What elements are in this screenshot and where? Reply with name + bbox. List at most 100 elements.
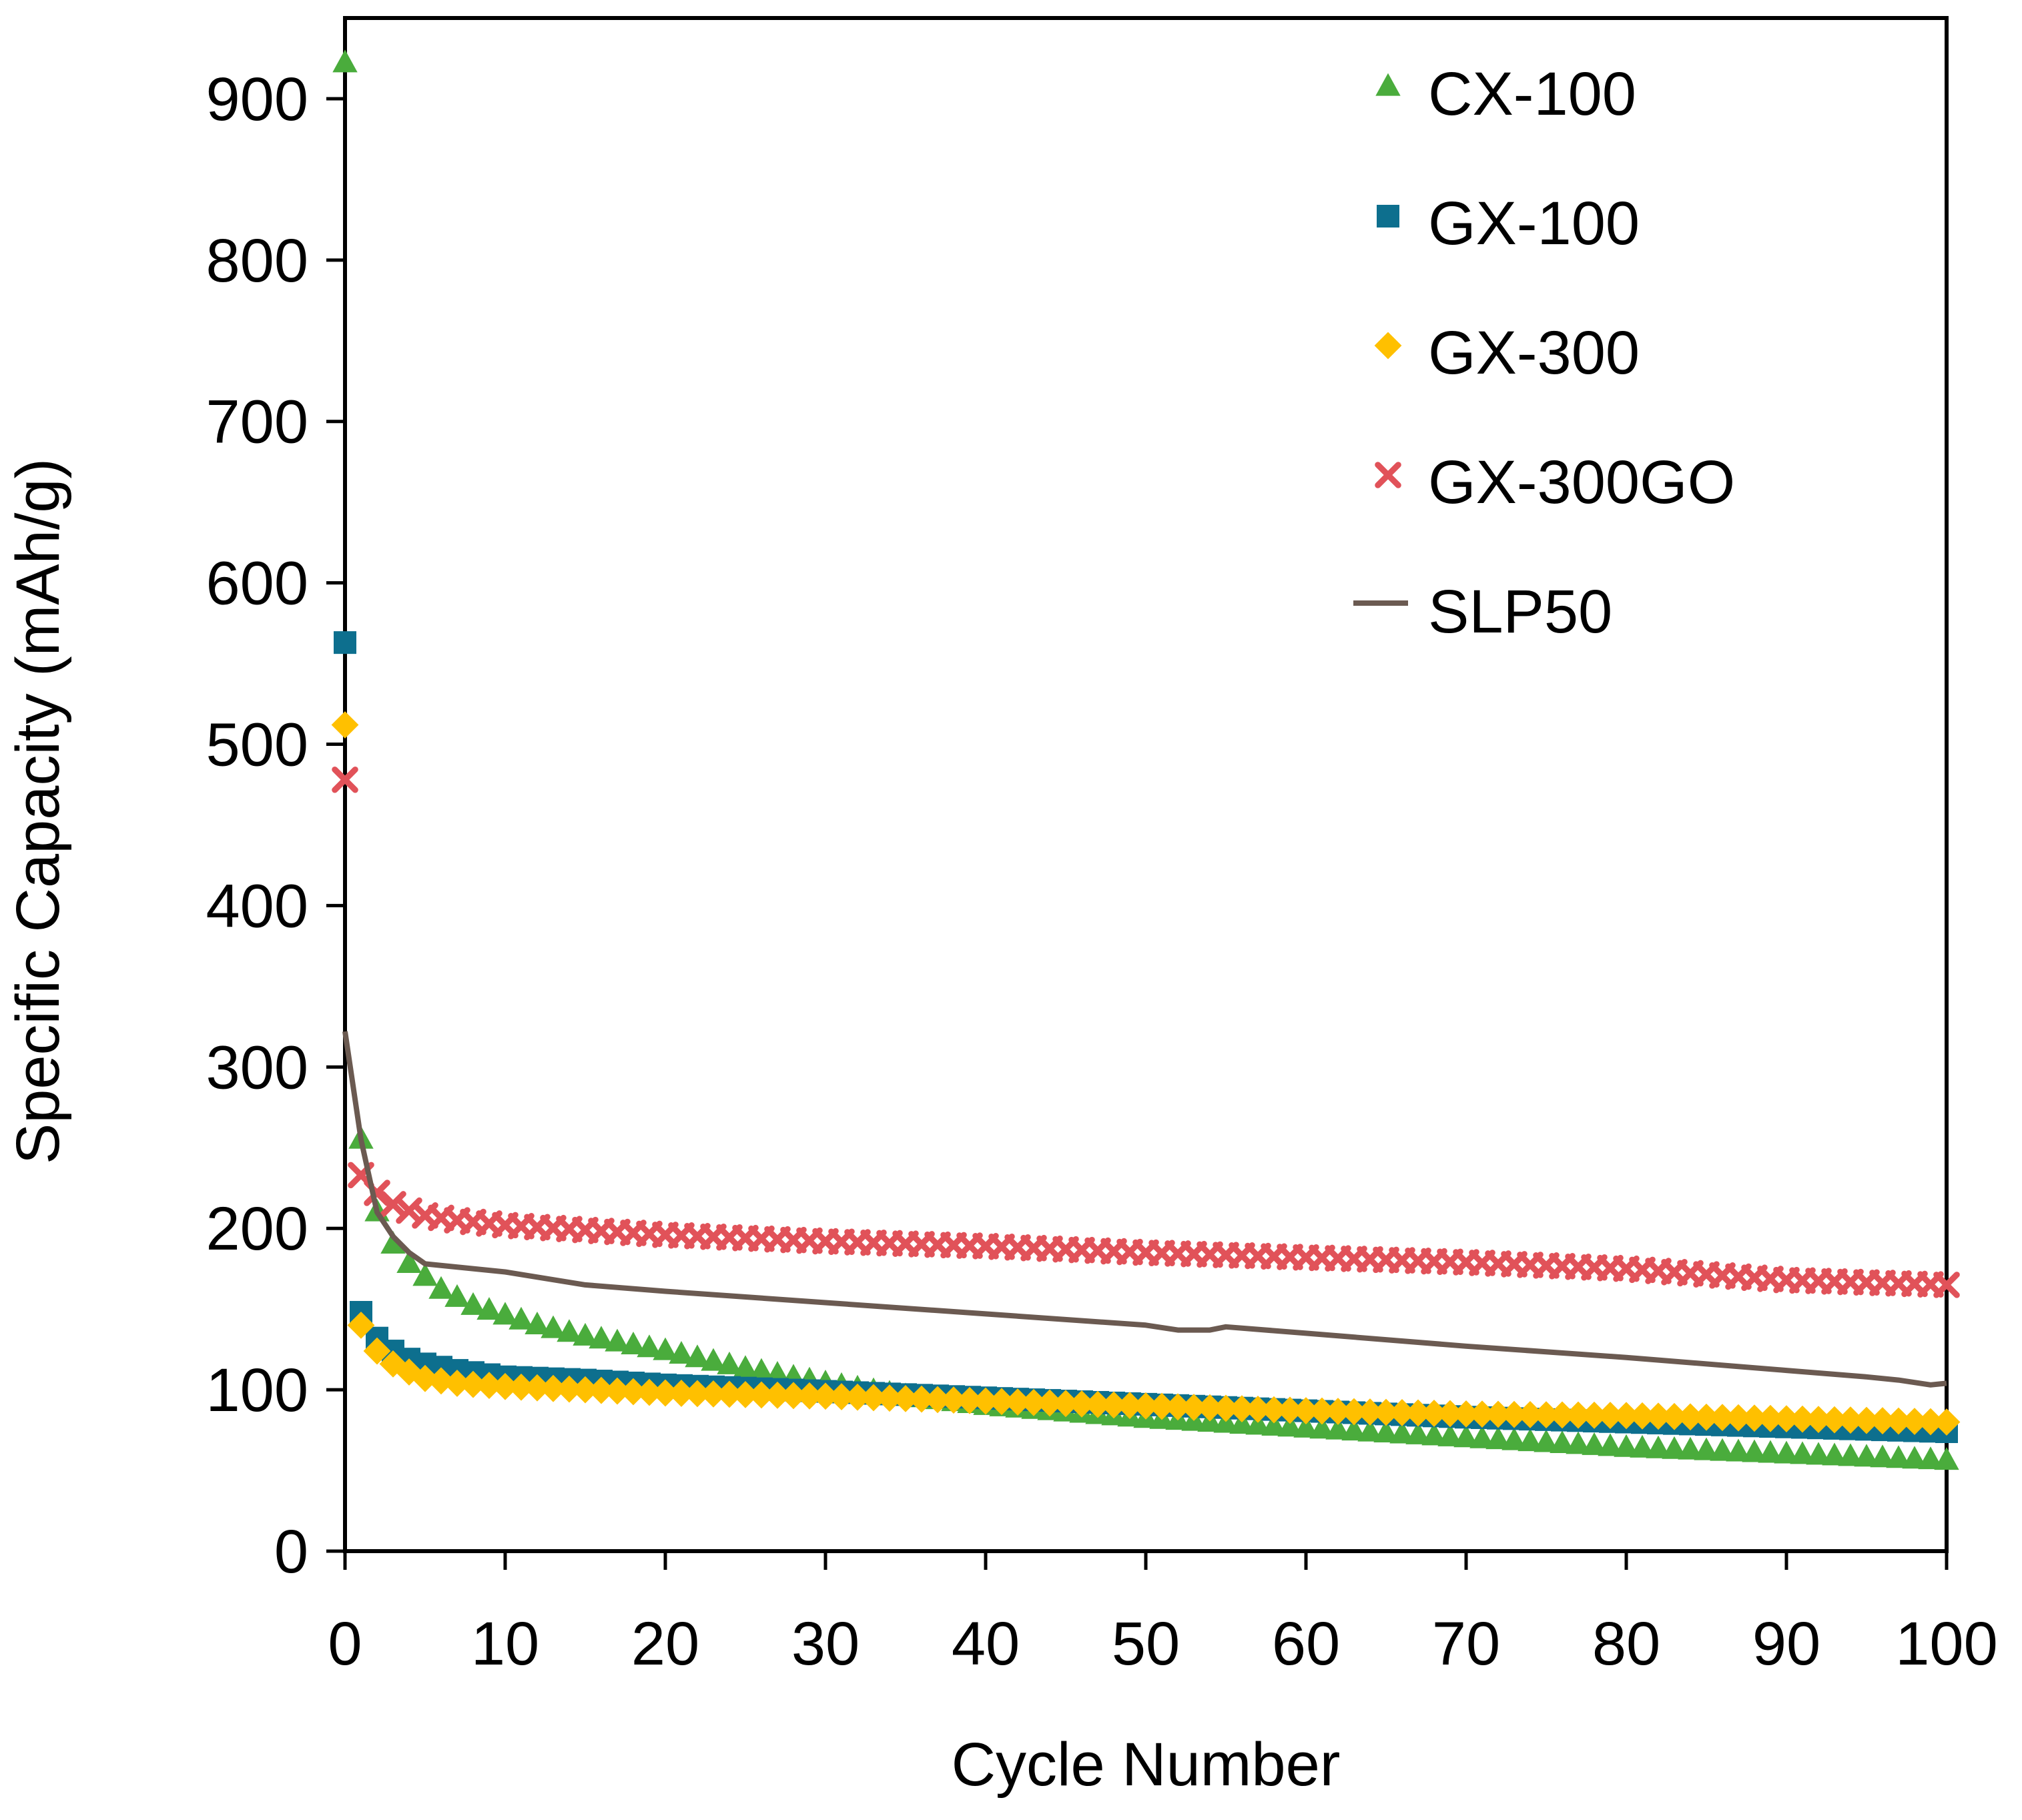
data-point <box>635 1378 663 1406</box>
data-point <box>459 1370 487 1398</box>
data-point <box>332 766 358 793</box>
data-point <box>1277 1414 1303 1437</box>
legend-label: SLP50 <box>1428 578 1612 646</box>
data-point <box>332 49 358 73</box>
data-point <box>1836 1406 1865 1434</box>
data-point <box>1724 1404 1752 1432</box>
data-point <box>763 1381 791 1409</box>
data-point <box>1580 1401 1608 1429</box>
series-gx-300 <box>331 711 1961 1436</box>
data-point <box>1564 1401 1592 1429</box>
data-point <box>1020 1388 1048 1416</box>
data-point <box>940 1386 968 1414</box>
data-point <box>1726 1438 1751 1462</box>
data-point <box>1276 1396 1304 1424</box>
data-point <box>1116 1392 1144 1419</box>
legend-swatch <box>1375 73 1401 96</box>
data-point <box>811 1382 839 1410</box>
data-point <box>1630 1434 1655 1458</box>
data-point <box>1004 1388 1032 1416</box>
data-point <box>1068 1390 1096 1418</box>
data-point <box>1260 1396 1288 1424</box>
data-point <box>1468 1400 1496 1428</box>
data-point <box>827 1383 856 1410</box>
data-point <box>1132 1392 1160 1420</box>
data-point <box>1933 1408 1961 1436</box>
data-point <box>1694 1437 1719 1460</box>
series-gx-300go <box>332 766 1960 1298</box>
data-point <box>667 1380 695 1407</box>
data-point <box>1548 1401 1576 1429</box>
data-point <box>1164 1393 1192 1421</box>
data-point <box>1628 1402 1656 1430</box>
data-point <box>1614 1434 1639 1457</box>
data-point <box>443 1370 471 1397</box>
data-point <box>669 1340 694 1364</box>
data-point <box>1532 1401 1560 1428</box>
legend-item: GX-100 <box>1377 189 1640 258</box>
data-point <box>683 1380 711 1408</box>
data-point <box>733 1355 758 1378</box>
data-point <box>1710 1438 1735 1461</box>
data-point <box>749 1358 774 1381</box>
data-point <box>1100 1391 1128 1419</box>
data-series <box>331 49 1961 1470</box>
x-tick-label: 40 <box>952 1610 1020 1678</box>
data-point <box>363 1337 391 1365</box>
data-point <box>1388 1399 1416 1426</box>
data-point <box>1774 1440 1799 1464</box>
data-point <box>1453 1424 1479 1448</box>
data-point <box>1052 1390 1080 1418</box>
data-point <box>555 1375 583 1403</box>
data-point <box>685 1344 710 1368</box>
data-point <box>1245 1412 1271 1435</box>
data-point <box>1405 1421 1431 1444</box>
data-point <box>1404 1399 1432 1427</box>
data-point <box>603 1377 631 1405</box>
data-point <box>605 1328 630 1352</box>
data-point <box>1308 1397 1336 1425</box>
data-point <box>1804 1406 1832 1434</box>
data-point <box>651 1379 679 1407</box>
data-point <box>1484 1400 1512 1428</box>
data-point <box>1293 1414 1319 1438</box>
legend-label: GX-100 <box>1428 189 1640 258</box>
data-point <box>380 1231 406 1254</box>
data-point <box>334 631 356 654</box>
data-point <box>1324 1398 1352 1425</box>
data-point <box>1469 1425 1495 1448</box>
data-point <box>717 1351 742 1374</box>
data-point <box>507 1373 535 1401</box>
data-point <box>1806 1442 1831 1465</box>
series-line <box>342 1031 1947 1388</box>
data-point <box>347 1311 375 1339</box>
data-point <box>557 1319 582 1342</box>
data-point <box>988 1388 1016 1416</box>
x-tick-label: 70 <box>1432 1610 1500 1678</box>
data-point <box>1596 1402 1624 1429</box>
data-point <box>908 1385 936 1413</box>
data-point <box>1356 1398 1384 1426</box>
data-point <box>571 1376 599 1404</box>
data-point <box>1228 1395 1256 1423</box>
data-point <box>1420 1400 1448 1427</box>
data-point <box>509 1306 534 1330</box>
data-point <box>1708 1404 1736 1432</box>
data-point <box>1644 1402 1672 1430</box>
data-point <box>1341 1418 1367 1441</box>
data-point <box>1886 1445 1911 1468</box>
data-point <box>715 1380 743 1408</box>
legend-item: GX-300GO <box>1375 448 1735 516</box>
legend-swatch <box>1374 332 1402 360</box>
data-point <box>1516 1400 1544 1428</box>
legend-item: GX-300 <box>1374 319 1640 387</box>
y-tick-label: 400 <box>206 872 309 940</box>
legend-label: GX-300 <box>1428 319 1640 387</box>
data-point <box>699 1380 727 1408</box>
data-point <box>428 1276 454 1299</box>
data-point <box>476 1297 502 1320</box>
y-tick-label: 800 <box>206 227 309 295</box>
data-point <box>1758 1440 1783 1463</box>
